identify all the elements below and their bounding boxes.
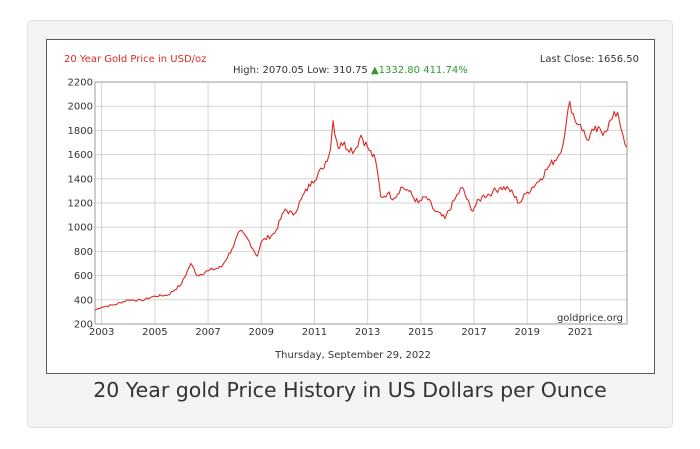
x-tick-label: 2009	[249, 327, 274, 338]
low-value: 310.75	[333, 65, 368, 76]
y-tick-label: 1800	[68, 126, 93, 137]
x-tick-label: 2005	[142, 327, 167, 338]
y-tick-label: 1200	[68, 199, 93, 210]
low-label: Low:	[307, 65, 330, 76]
y-tick-label: 400	[74, 295, 93, 306]
chart-caption: 20 Year gold Price History in US Dollars…	[93, 378, 607, 402]
x-tick-label: 2021	[568, 327, 593, 338]
x-tick-label: 2013	[355, 327, 380, 338]
high-value: 2070.05	[263, 65, 304, 76]
stats-line: High: 2070.05 Low: 310.75 ▲1332.80 411.7…	[233, 65, 468, 76]
y-tick-label: 1600	[68, 150, 93, 161]
x-tick-label: 2015	[408, 327, 433, 338]
y-tick-label: 800	[74, 247, 93, 258]
y-tick-label: 2000	[68, 102, 93, 113]
x-axis: 2003 2005 2007 2009 2011 2013 2015 2017 2019 2021	[89, 327, 593, 338]
chart-title: 20 Year Gold Price in USD/oz	[64, 54, 206, 65]
high-label: High:	[233, 65, 259, 76]
price-series-line	[94, 100, 628, 311]
watermark: goldprice.org	[557, 313, 623, 324]
y-tick-label: 1000	[68, 223, 93, 234]
date-text: Thursday, September 29, 2022	[274, 350, 431, 361]
y-tick-label: 200	[74, 320, 93, 331]
plot-area	[94, 81, 628, 325]
x-tick-label: 2007	[195, 327, 220, 338]
y-axis: 200 400 600 800 1000 1200 1400 1600 1800 2000 2200	[68, 78, 93, 331]
y-tick-label: 1400	[68, 174, 93, 185]
chart-frame	[46, 39, 655, 374]
grid-lines	[95, 81, 627, 325]
x-tick-label: 2019	[515, 327, 540, 338]
x-tick-label: 2003	[89, 327, 114, 338]
x-tick-label: 2011	[302, 327, 327, 338]
last-close-text: Last Close: 1656.50	[540, 54, 639, 65]
y-tick-label: 2200	[68, 78, 93, 89]
y-tick-label: 600	[74, 271, 93, 282]
change-value: ▲1332.80 411.74%	[371, 65, 468, 76]
x-tick-label: 2017	[461, 327, 486, 338]
